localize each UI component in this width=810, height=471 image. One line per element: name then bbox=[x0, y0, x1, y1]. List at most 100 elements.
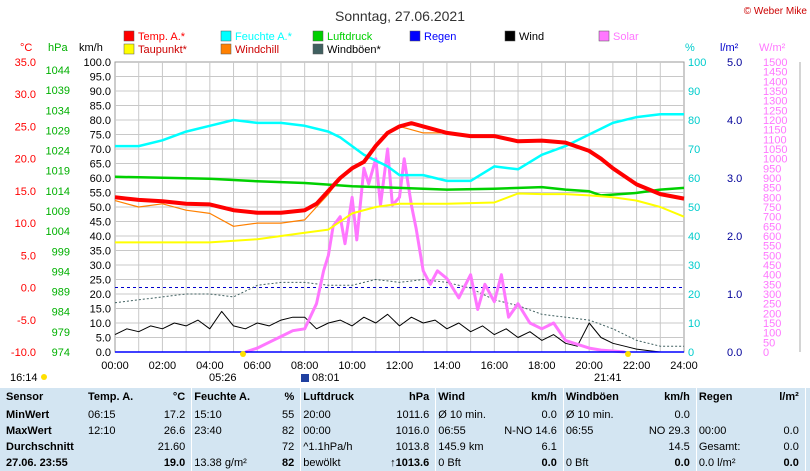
temp-unit-label: °C bbox=[20, 42, 32, 54]
legend-swatch bbox=[220, 43, 232, 55]
stats-cell: Gesamt: bbox=[698, 441, 741, 453]
stats-header-cell: Temp. A. bbox=[88, 391, 134, 403]
stats-row-label: MinWert bbox=[6, 409, 50, 421]
stats-cell: 1011.6 bbox=[367, 407, 437, 423]
sun-time-label: 21:41 bbox=[594, 372, 622, 384]
sunrise-marker bbox=[41, 374, 47, 380]
temp-tick-label: 20.0 bbox=[15, 154, 36, 166]
legend-label: Temp. A.* bbox=[138, 31, 186, 43]
stats-header-cell: hPa bbox=[367, 388, 437, 407]
pressure-tick-label: 989 bbox=[52, 287, 70, 299]
legend-label: Regen bbox=[424, 31, 456, 43]
legend: Temp. A.* Feuchte A.* Luftdruck Regen Wind So… bbox=[123, 30, 639, 56]
solar-tick-label: 800 bbox=[763, 192, 781, 204]
statistics-table: Sensor Temp. A. °C Feuchte A.% Luftdruck hPa W… bbox=[0, 388, 806, 471]
sunset-marker bbox=[625, 351, 631, 357]
pressure-tick-label: 1009 bbox=[46, 206, 70, 218]
stats-header-cell: Feuchte A. bbox=[194, 391, 251, 403]
stats-cell: 82 bbox=[258, 423, 302, 439]
solar-tick-label: 1300 bbox=[763, 96, 787, 108]
stats-header-cell: °C bbox=[135, 388, 193, 407]
stats-header-cell: Windböen bbox=[565, 391, 619, 403]
stats-cell: ↑1013.6 bbox=[367, 455, 437, 471]
stats-cell: 23:40 bbox=[194, 425, 222, 437]
temp-tick-label: 10.0 bbox=[15, 218, 36, 230]
solar-tick-label: 700 bbox=[763, 212, 781, 224]
sun-time-label: 16:14 bbox=[10, 372, 38, 384]
statistics-panel: Sensor Temp. A. °C Feuchte A.% Luftdruck hPa W… bbox=[0, 388, 810, 471]
wind-tick-label: 100.0 bbox=[83, 57, 111, 69]
stats-header-cell: km/h bbox=[629, 388, 697, 407]
wind-tick-label: 85.0 bbox=[90, 101, 111, 113]
x-tick-label: 22:00 bbox=[623, 360, 651, 372]
pressure-tick-label: 1019 bbox=[46, 166, 70, 178]
stats-cell: 0 Bft bbox=[438, 457, 461, 469]
sun-time-label: 05:26 bbox=[209, 372, 237, 384]
pressure-tick-label: 1029 bbox=[46, 125, 70, 137]
stats-cell: 0.0 l/m² bbox=[698, 457, 736, 469]
x-tick-label: 08:00 bbox=[291, 360, 319, 372]
wind-tick-label: 20.0 bbox=[90, 289, 111, 301]
temp-tick-label: -10.0 bbox=[11, 347, 36, 359]
wind-unit-label: km/h bbox=[79, 42, 103, 54]
stats-header-cell: km/h bbox=[502, 388, 564, 407]
humidity-tick-label: 60 bbox=[688, 173, 700, 185]
solar-tick-label: 350 bbox=[763, 279, 781, 291]
pressure-tick-label: 1024 bbox=[46, 146, 70, 158]
rain-tick-label: 3.0 bbox=[727, 173, 742, 185]
stats-cell: 1016.0 bbox=[367, 423, 437, 439]
series-line-taupunkt bbox=[115, 192, 685, 244]
stats-cell: 19.0 bbox=[135, 455, 193, 471]
solar-tick-label: 1250 bbox=[763, 105, 787, 117]
wind-tick-label: 15.0 bbox=[90, 304, 111, 316]
solar-tick-label: 750 bbox=[763, 202, 781, 214]
solar-tick-label: 550 bbox=[763, 241, 781, 253]
solar-tick-label: 0 bbox=[763, 347, 769, 359]
wind-tick-label: 50.0 bbox=[90, 202, 111, 214]
rain-tick-label: 4.0 bbox=[727, 115, 742, 127]
rain-tick-label: 0.0 bbox=[727, 347, 742, 359]
stats-cell: Ø 10 min. bbox=[565, 409, 614, 421]
noon-marker bbox=[301, 374, 309, 382]
axis-unit-labels: °C hPa km/h% l/m² W/m² bbox=[20, 42, 786, 54]
legend-swatch bbox=[123, 43, 135, 55]
wind-tick-label: 95.0 bbox=[90, 72, 111, 84]
stats-cell: bewölkt bbox=[303, 457, 341, 469]
wind-tick-label: 65.0 bbox=[90, 159, 111, 171]
wind-tick-label: 90.0 bbox=[90, 86, 111, 98]
stats-cell: 145.9 km bbox=[438, 441, 484, 453]
pressure-tick-label: 974 bbox=[52, 347, 70, 359]
pressure-tick-label: 1014 bbox=[46, 186, 70, 198]
solar-tick-label: 300 bbox=[763, 289, 781, 301]
x-tick-label: 12:00 bbox=[386, 360, 414, 372]
stats-cell: 17.2 bbox=[135, 407, 193, 423]
pressure-tick-label: 1034 bbox=[46, 105, 70, 117]
chart-grid bbox=[114, 61, 801, 353]
humidity-tick-label: 0 bbox=[688, 347, 694, 359]
stats-cell: 82 bbox=[258, 455, 302, 471]
solar-tick-label: 1350 bbox=[763, 86, 787, 98]
stats-cell: 00:00 bbox=[303, 425, 331, 437]
wind-tick-label: 10.0 bbox=[90, 318, 111, 330]
legend-label: Taupunkt* bbox=[138, 44, 188, 56]
series-line-luftdruck bbox=[114, 175, 685, 197]
stats-row: MaxWert 12:10 26.6 23:40 82 00:00 1016.0 06:55 N… bbox=[0, 423, 806, 439]
legend-label: Feuchte A.* bbox=[235, 31, 293, 43]
stats-cell: 21.60 bbox=[135, 439, 193, 455]
legend-swatch bbox=[504, 30, 516, 42]
chart-title: Sonntag, 27.06.2021 bbox=[335, 8, 465, 24]
sun-time-label: 08:01 bbox=[312, 372, 340, 384]
humidity-tick-label: 30 bbox=[688, 260, 700, 272]
stats-header-cell: Regen bbox=[698, 391, 733, 403]
solar-tick-label: 1000 bbox=[763, 154, 787, 166]
x-tick-label: 04:00 bbox=[196, 360, 224, 372]
rain-tick-label: 5.0 bbox=[727, 57, 742, 69]
legend-swatch bbox=[598, 30, 610, 42]
solar-tick-label: 1200 bbox=[763, 115, 787, 127]
stats-cell: Ø 10 min. bbox=[438, 409, 486, 421]
pressure-tick-label: 999 bbox=[52, 246, 70, 258]
copyright-text: © Weber Mike bbox=[744, 6, 808, 17]
legend-label: Windböen* bbox=[327, 44, 382, 56]
stats-row: Durchschnitt 21.60 72 ^1.1hPa/h 1013.8 145.9 … bbox=[0, 439, 806, 455]
pressure-tick-label: 1004 bbox=[46, 226, 70, 238]
